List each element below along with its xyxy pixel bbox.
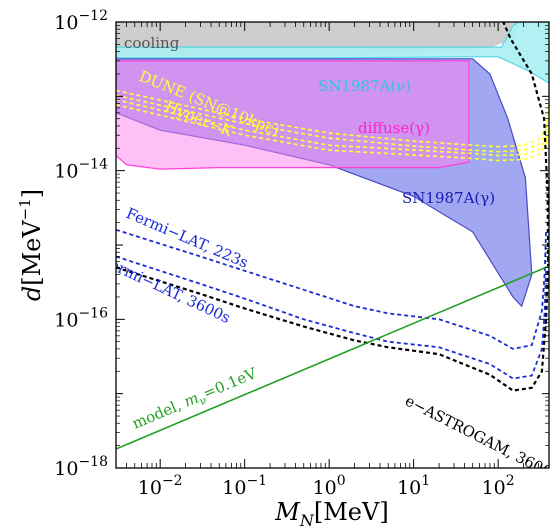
y-tick-label: 10−18 xyxy=(54,454,108,480)
y-tick-label: 10−16 xyxy=(54,305,108,331)
region-diffuse xyxy=(116,60,470,170)
curve-fermi3600 xyxy=(116,255,547,380)
y-tick-label: 10−12 xyxy=(54,8,108,34)
x-tick-label: 10−1 xyxy=(222,473,267,499)
curve-model xyxy=(116,265,549,450)
annotation-fermi223: Fermi−LAT, 223s xyxy=(123,204,251,272)
annotation-cooling: cooling xyxy=(124,34,180,52)
limit-curves xyxy=(116,22,549,450)
curve-dune-pair xyxy=(116,94,549,153)
curve-hyperk-pair xyxy=(116,103,549,162)
annotation-sn_gamma: SN1987A(γ) xyxy=(402,189,495,207)
y-axis-title: d[MeV−1] xyxy=(16,189,46,301)
annotation-eastrogam: e−ASTROGAM, 3600s xyxy=(402,392,551,485)
x-tick-label: 100 xyxy=(313,473,346,499)
annotation-diffuse: diffuse(γ) xyxy=(358,119,430,137)
axis-ticks: 10−2 10−1 100 101 102 10−18 10−16 10−14 10−12 xyxy=(54,8,550,499)
x-tick-label: 10−2 xyxy=(138,473,183,499)
annotation-fermi3600: Fermi−LAT, 3600s xyxy=(98,251,233,327)
curve-dune xyxy=(116,89,549,148)
curve-fermi223 xyxy=(116,228,547,350)
region-sn_nu xyxy=(116,22,549,84)
annotation-sn_nu: SN1987A(ν) xyxy=(318,77,411,95)
curve-eastrogam xyxy=(116,22,549,392)
y-tick-label: 10−14 xyxy=(54,157,108,183)
x-tick-label: 102 xyxy=(482,473,515,499)
shaded-regions xyxy=(116,22,549,308)
x-tick-label: 101 xyxy=(397,473,430,499)
curve-hyperk xyxy=(116,98,549,157)
annotation-model: model, mν=0.1eV xyxy=(130,364,262,436)
x-axis-title: MN[MeV] xyxy=(274,498,388,529)
